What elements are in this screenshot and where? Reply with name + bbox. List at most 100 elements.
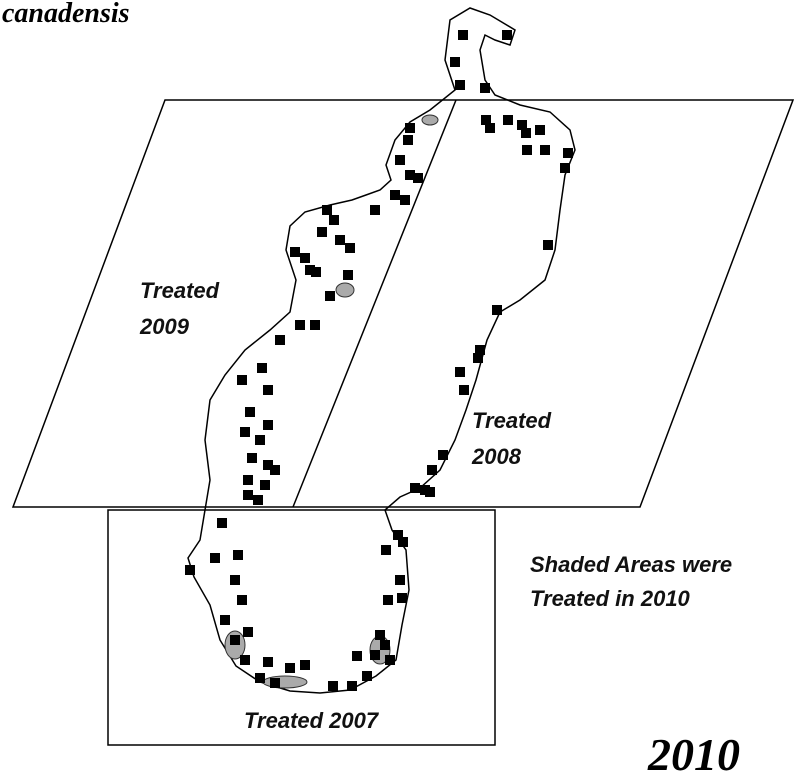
sample-point <box>263 657 273 667</box>
legend-text: Shaded Areas were <box>530 552 732 577</box>
sample-point <box>400 195 410 205</box>
sample-point <box>455 80 465 90</box>
sample-point <box>347 681 357 691</box>
sample-point <box>290 247 300 257</box>
sample-point <box>362 671 372 681</box>
sample-point <box>459 385 469 395</box>
sample-point <box>492 305 502 315</box>
sample-point <box>405 170 415 180</box>
legend-text: Treated in 2010 <box>530 586 691 611</box>
zone-label: 2008 <box>471 444 522 469</box>
sample-point <box>328 681 338 691</box>
sample-point <box>237 595 247 605</box>
sample-point <box>255 435 265 445</box>
sample-point <box>263 385 273 395</box>
sample-point <box>230 635 240 645</box>
sample-point <box>343 270 353 280</box>
sample-point <box>425 487 435 497</box>
sample-point <box>475 345 485 355</box>
sample-point <box>517 120 527 130</box>
sample-point <box>398 537 408 547</box>
sample-point <box>185 565 195 575</box>
sample-point <box>381 545 391 555</box>
sample-point <box>260 480 270 490</box>
sample-point <box>345 243 355 253</box>
sample-point <box>217 518 227 528</box>
sample-point <box>563 148 573 158</box>
sample-point <box>210 553 220 563</box>
sample-point <box>247 453 257 463</box>
sample-point <box>458 30 468 40</box>
sample-point <box>270 465 280 475</box>
sample-point <box>270 678 280 688</box>
sample-point <box>305 265 315 275</box>
sample-point <box>255 673 265 683</box>
sample-point <box>380 640 390 650</box>
sample-point <box>502 30 512 40</box>
sample-point <box>275 335 285 345</box>
sample-point <box>521 128 531 138</box>
sample-point <box>503 115 513 125</box>
sample-point <box>481 115 491 125</box>
sample-point <box>325 291 335 301</box>
sample-point <box>300 253 310 263</box>
sample-point <box>322 205 332 215</box>
sample-point <box>473 353 483 363</box>
sample-point <box>397 593 407 603</box>
sample-point <box>395 575 405 585</box>
sample-point <box>385 655 395 665</box>
sample-point <box>243 627 253 637</box>
sample-point <box>375 630 385 640</box>
sample-point <box>410 483 420 493</box>
sample-point <box>295 320 305 330</box>
sample-point <box>450 57 460 67</box>
sample-point <box>253 495 263 505</box>
sample-point <box>220 615 230 625</box>
sample-point <box>390 190 400 200</box>
sample-point <box>395 155 405 165</box>
sample-point <box>245 407 255 417</box>
sample-point <box>263 460 273 470</box>
sample-point <box>300 660 310 670</box>
sample-point <box>370 205 380 215</box>
year: 2010 <box>647 729 740 780</box>
top-caption: canadensis <box>2 0 130 29</box>
sample-point <box>413 173 423 183</box>
zone-divider <box>292 99 457 508</box>
sample-point <box>535 125 545 135</box>
sample-point <box>455 367 465 377</box>
zone-label: Treated <box>140 278 220 303</box>
sample-points <box>185 30 573 691</box>
sample-point <box>485 123 495 133</box>
sample-point <box>285 663 295 673</box>
sample-point <box>311 267 321 277</box>
sample-point <box>427 465 437 475</box>
sample-point <box>540 145 550 155</box>
zone-label: Treated 2007 <box>244 708 380 733</box>
sample-point <box>560 163 570 173</box>
sample-point <box>438 450 448 460</box>
zone-2007 <box>107 509 496 746</box>
lake-outline <box>187 7 576 694</box>
sample-point <box>522 145 532 155</box>
sample-point <box>335 235 345 245</box>
sample-point <box>233 550 243 560</box>
sample-point <box>240 427 250 437</box>
sample-point <box>243 475 253 485</box>
zone-2009-2008 <box>11 99 794 508</box>
sample-point <box>310 320 320 330</box>
sample-point <box>257 363 267 373</box>
sample-point <box>352 651 362 661</box>
sample-point <box>263 420 273 430</box>
sample-point <box>480 83 490 93</box>
sample-point <box>317 227 327 237</box>
sample-point <box>405 123 415 133</box>
zone-label: 2009 <box>139 314 190 339</box>
sample-point <box>370 650 380 660</box>
sample-point <box>230 575 240 585</box>
zone-label: Treated <box>472 408 552 433</box>
sample-point <box>393 530 403 540</box>
sample-point <box>329 215 339 225</box>
sample-point <box>403 135 413 145</box>
